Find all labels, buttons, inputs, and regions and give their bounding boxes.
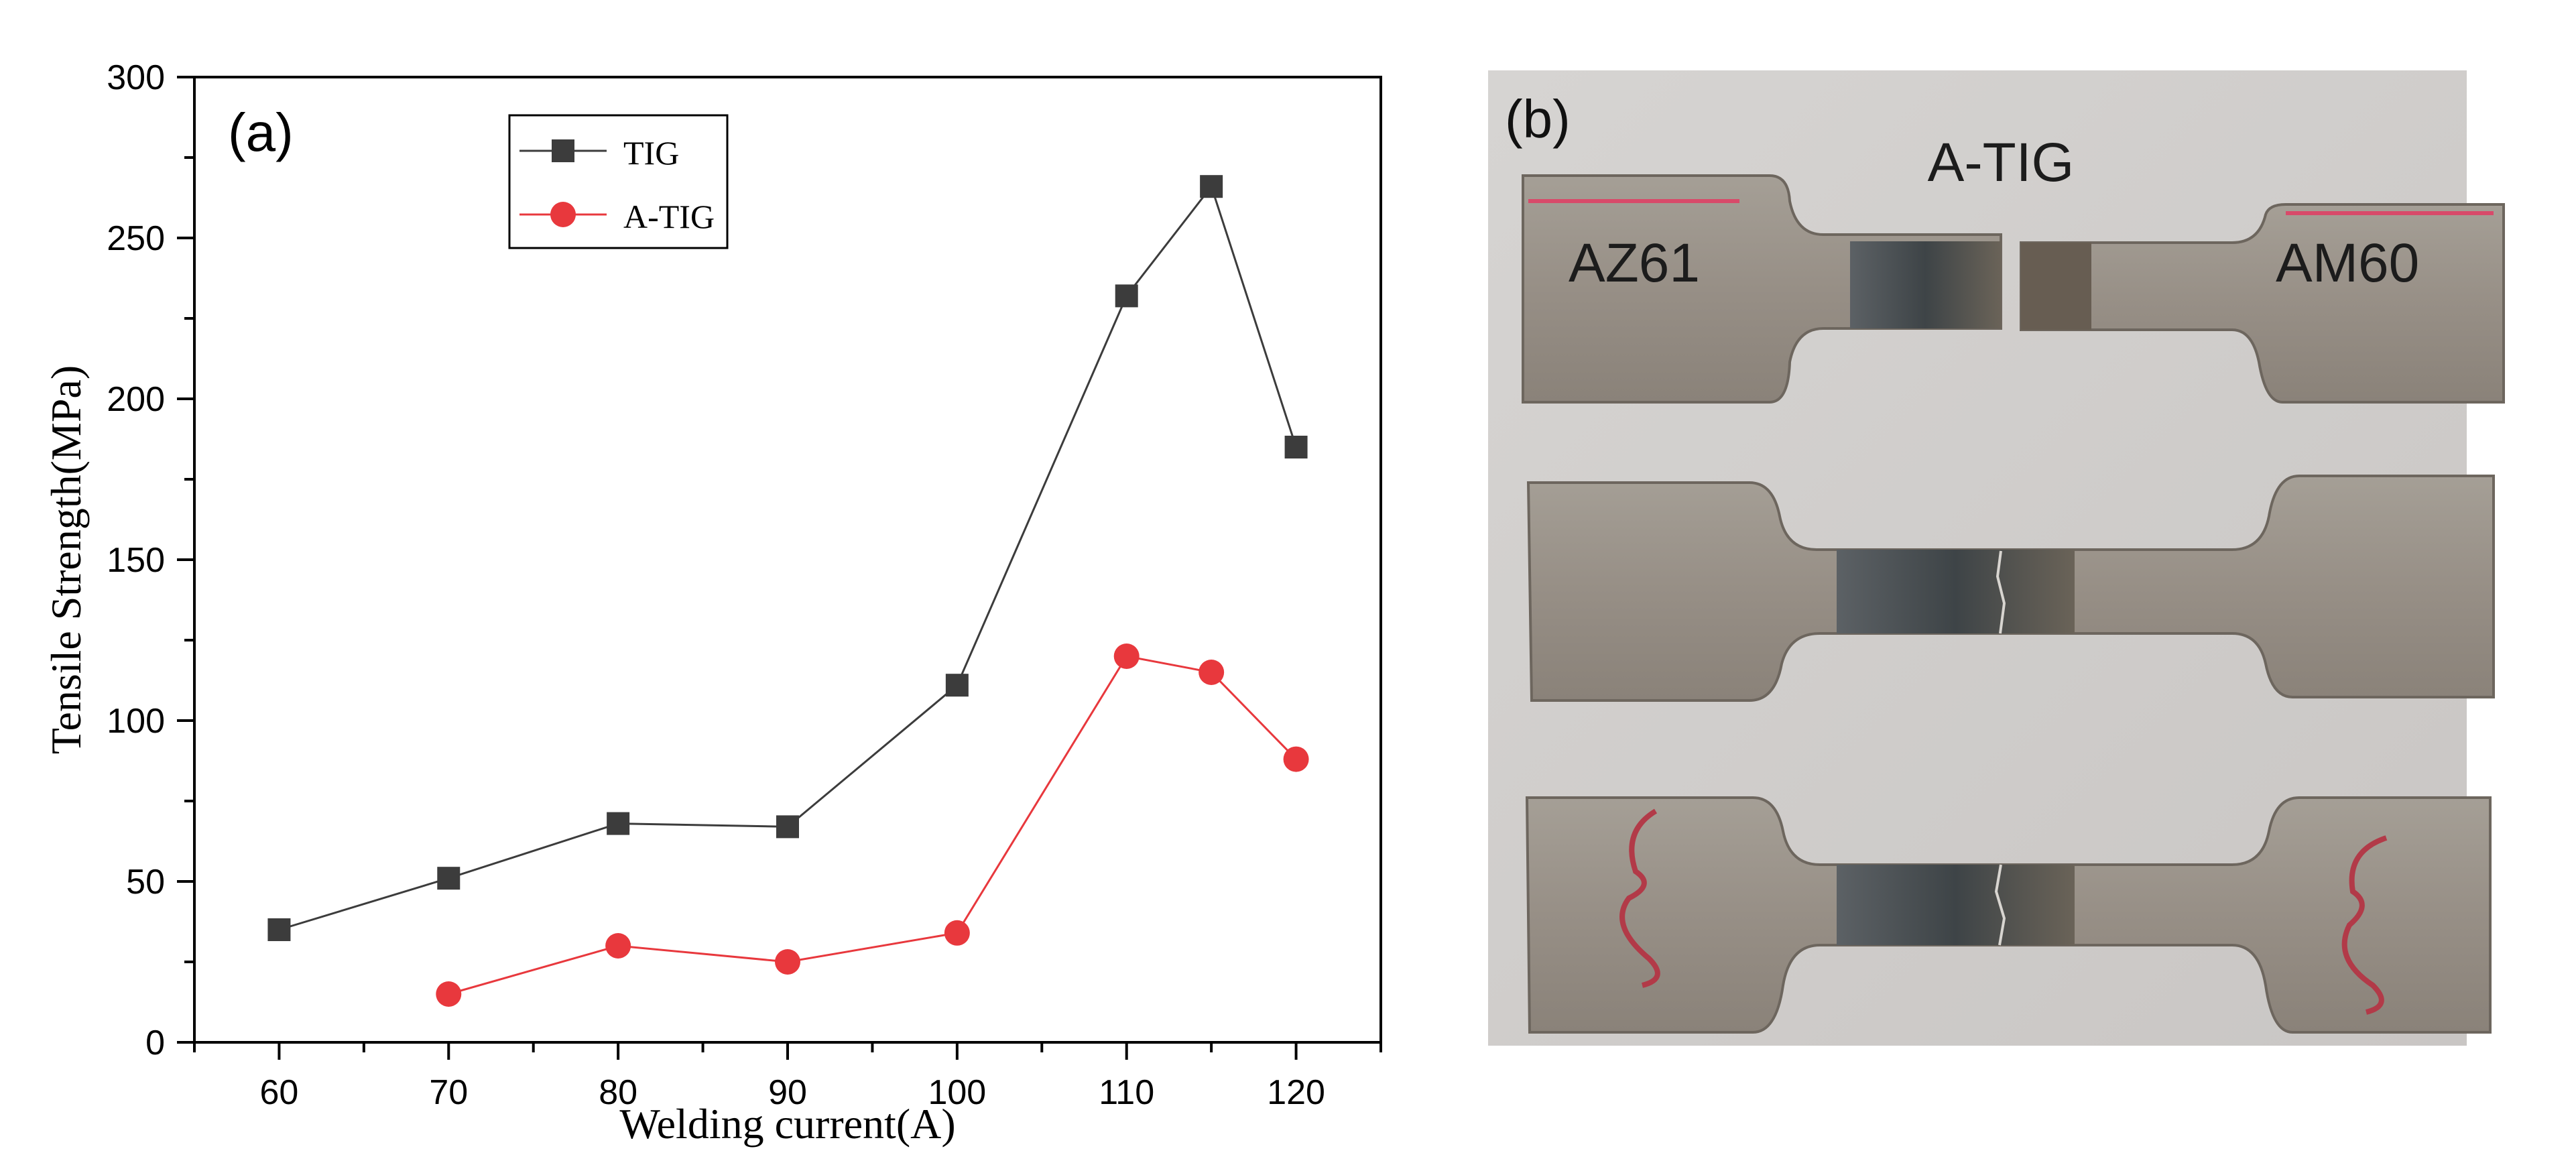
data-point-a-tig — [1283, 746, 1309, 772]
specimen-3-crack — [1994, 864, 2006, 946]
plot-frame — [193, 76, 1382, 1044]
specimen-1-weld-left — [1850, 241, 2001, 328]
x-tick-label: 70 — [429, 1073, 468, 1112]
data-point-a-tig — [1199, 660, 1225, 685]
data-point-tig — [267, 918, 291, 941]
legend-tig-label: TIG — [623, 134, 679, 172]
specimen-2-crack — [1996, 550, 2006, 634]
x-tick-label: 100 — [928, 1073, 986, 1112]
legend-box — [508, 114, 729, 249]
data-point-tig — [945, 674, 969, 697]
axis-ticks — [177, 76, 1382, 1060]
y-axis-label: Tensile Strength(MPa) — [42, 365, 90, 754]
panel-b-photo: (b) A-TIG AZ61 AM60 — [1488, 70, 2505, 1046]
data-point-tig — [776, 815, 799, 839]
x-tick-label: 120 — [1267, 1073, 1325, 1112]
specimen-2-weld — [1837, 550, 2075, 633]
legend-atig-marker — [550, 202, 576, 227]
y-tick-labels: 0 50 100 150 200 250 300 — [107, 58, 165, 1062]
right-material-label: AM60 — [2276, 233, 2419, 294]
panel-a-chart: 60 70 80 90 100 110 120 0 50 100 150 200 250 300 Wel… — [42, 58, 1382, 1148]
y-tick-label: 150 — [107, 541, 165, 580]
y-tick-label: 50 — [126, 863, 165, 902]
series-markers — [267, 175, 1309, 1007]
specimen-3-handwritten-mark-left — [1619, 808, 1660, 988]
left-material-label: AZ61 — [1569, 233, 1700, 294]
legend-tig-marker — [552, 139, 574, 162]
y-tick-label: 200 — [107, 380, 165, 419]
data-point-a-tig — [775, 949, 800, 975]
specimen-2 — [1526, 475, 2495, 702]
panel-a-label: (a) — [228, 103, 294, 162]
y-tick-label: 250 — [107, 219, 165, 258]
specimen-1 — [1522, 174, 2505, 404]
y-tick-label: 100 — [107, 702, 165, 741]
data-point-tig — [1115, 284, 1138, 308]
x-tick-labels: 60 70 80 90 100 110 120 — [260, 1073, 1325, 1112]
data-point-tig — [607, 812, 630, 835]
y-tick-label: 300 — [107, 58, 165, 97]
y-tick-label: 0 — [145, 1024, 165, 1062]
data-point-a-tig — [605, 933, 631, 959]
data-point-a-tig — [944, 920, 970, 946]
data-point-tig — [1200, 175, 1223, 198]
series-lines — [278, 184, 1297, 995]
specimen-1-right-half — [2020, 203, 2505, 404]
panel-b-label: (b) — [1505, 89, 1571, 149]
x-tick-label: 90 — [768, 1073, 807, 1112]
data-point-a-tig — [436, 981, 462, 1007]
data-point-tig — [1284, 436, 1308, 458]
specimen-3 — [1525, 796, 2492, 1034]
legend-atig-label: A-TIG — [623, 198, 715, 235]
specimen-3-handwritten-mark-right — [2341, 835, 2388, 1015]
data-point-a-tig — [1113, 643, 1140, 669]
specimen-3-weld — [1837, 865, 2075, 945]
legend: TIG A-TIG — [508, 114, 729, 249]
x-axis-label: Welding current(A) — [619, 1100, 955, 1148]
x-tick-label: 60 — [260, 1073, 299, 1112]
specimen-1-weld-right — [2021, 243, 2091, 330]
x-tick-label: 110 — [1099, 1073, 1154, 1112]
series-line-a-tig — [448, 655, 1297, 995]
x-tick-label: 80 — [599, 1073, 637, 1112]
series-line-tig — [278, 184, 1297, 931]
specimen-1-left-half — [1522, 174, 2002, 404]
data-point-tig — [437, 867, 461, 890]
photo-title: A-TIG — [1928, 132, 2075, 193]
